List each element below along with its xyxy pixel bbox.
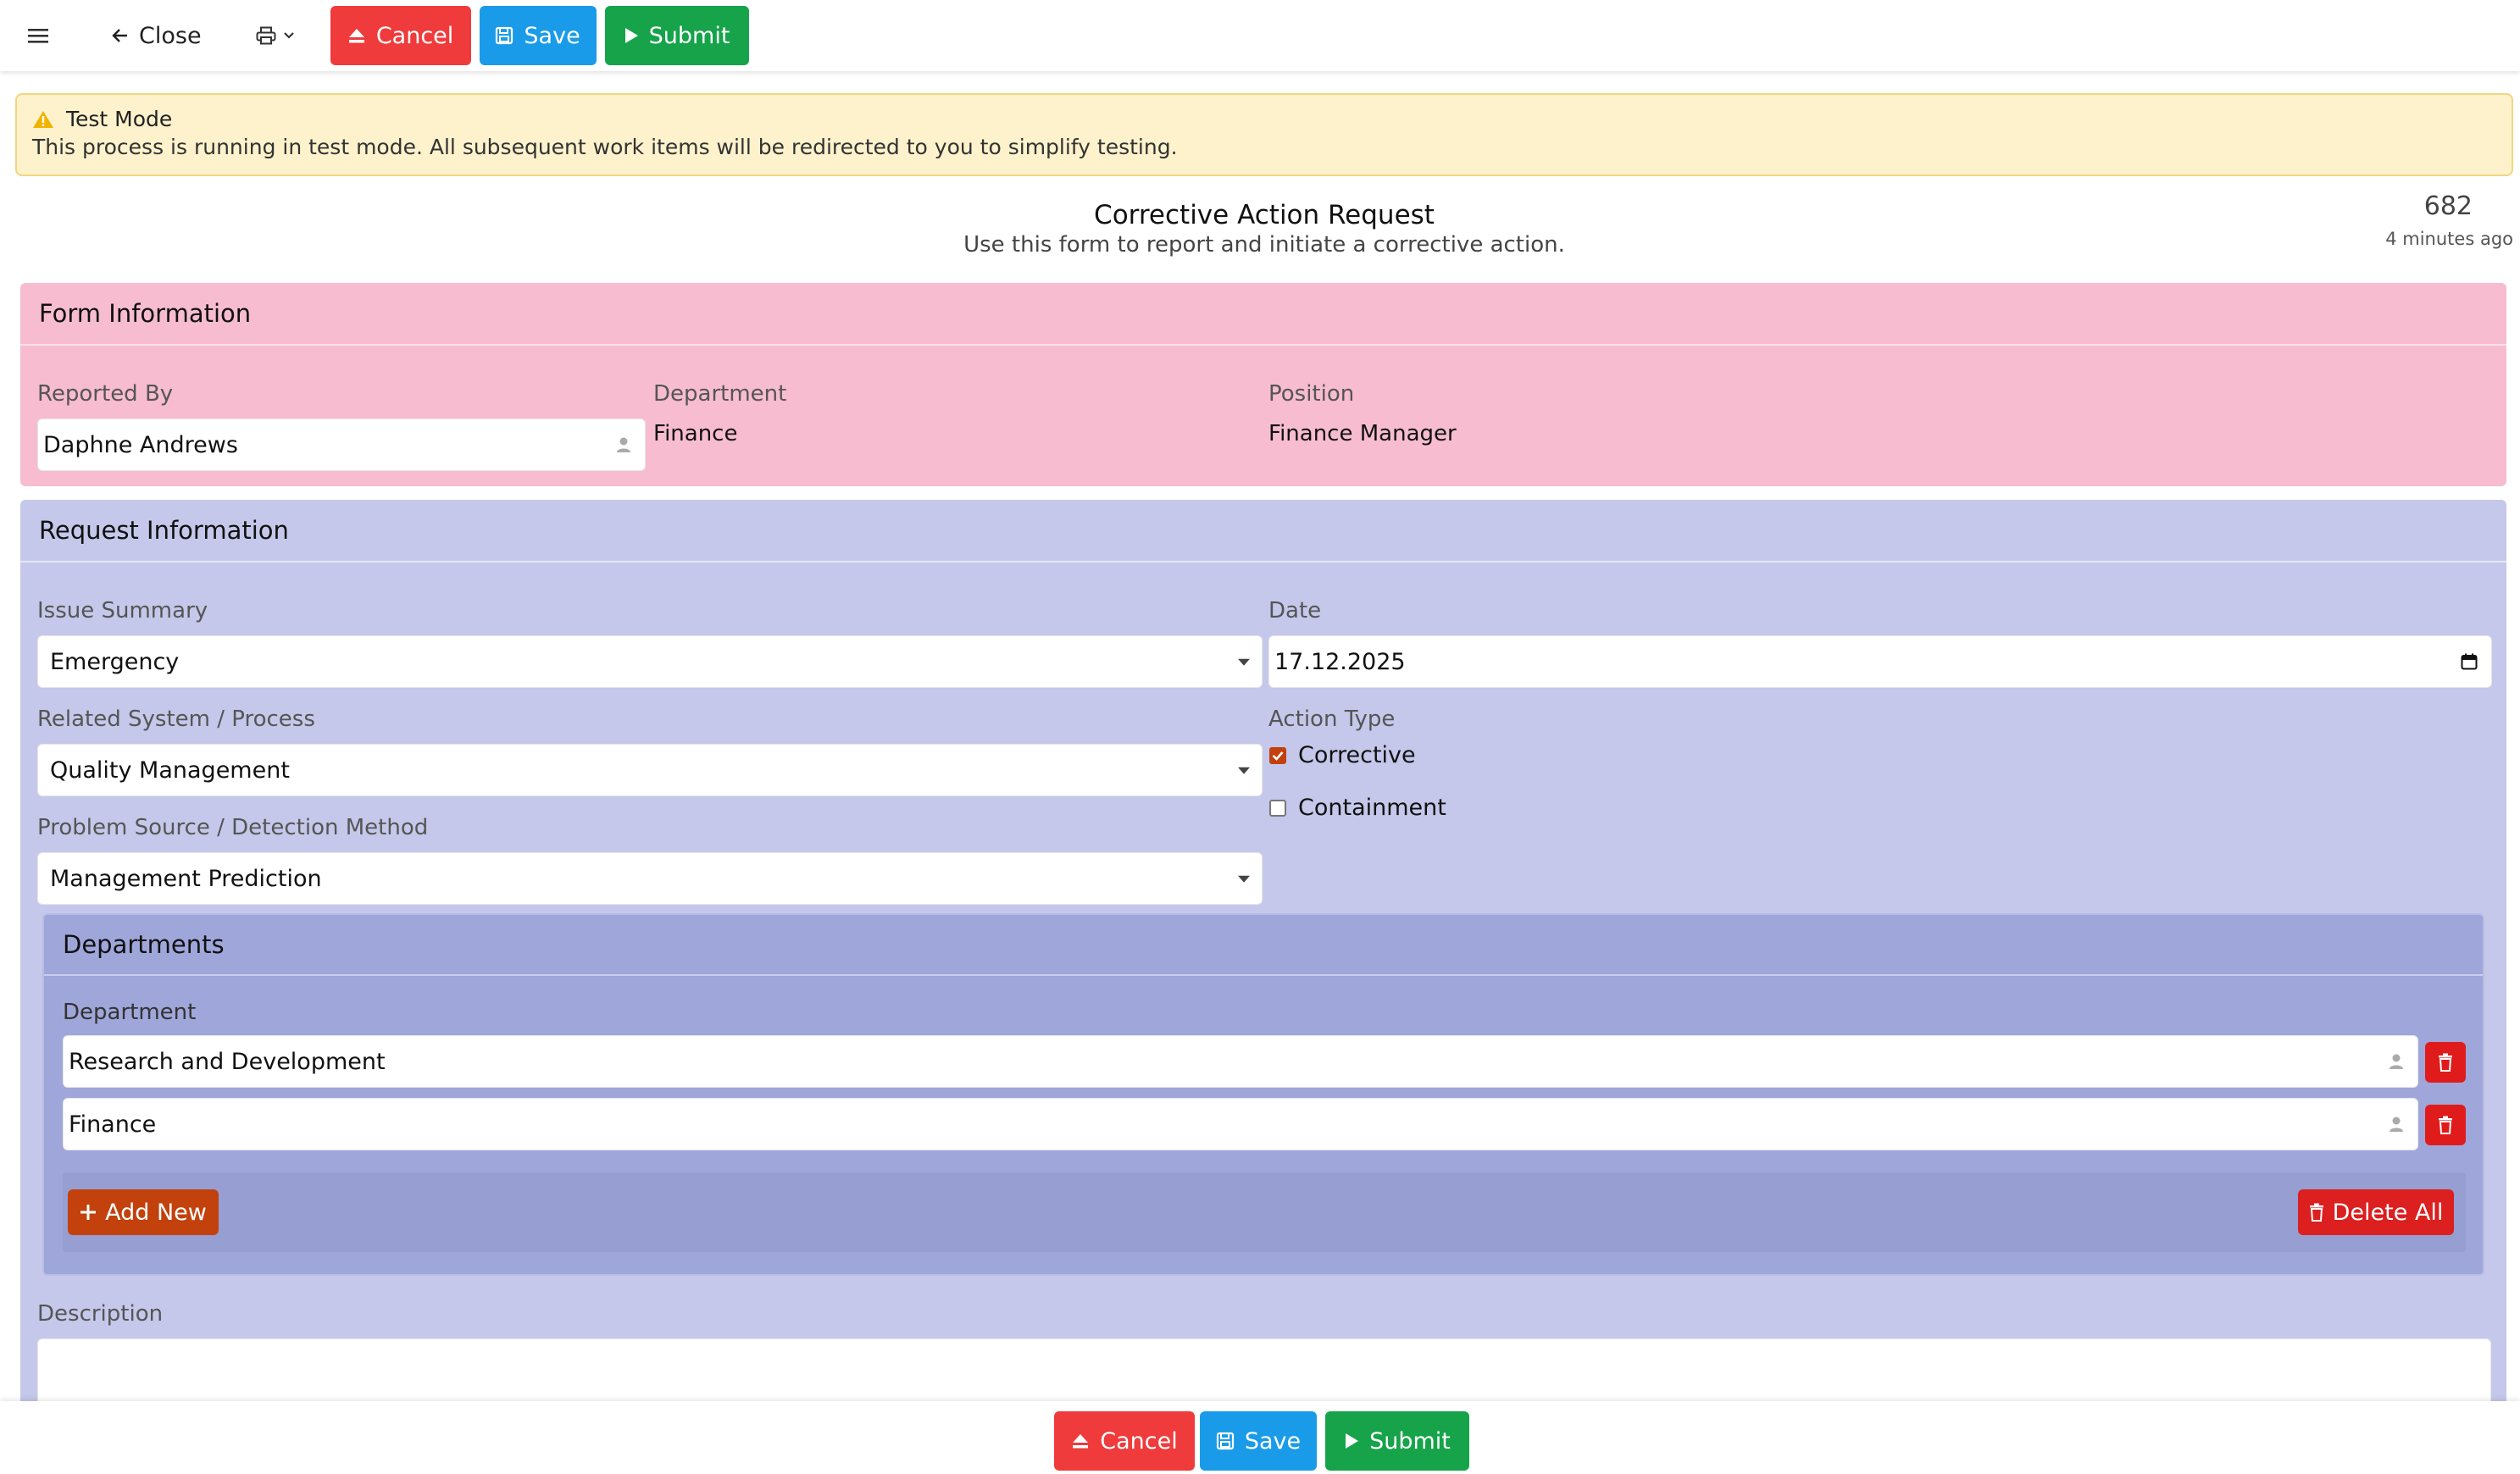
form-information-panel: Form Information Reported By Daphne Andr… xyxy=(20,283,2506,486)
save-label: Save xyxy=(524,22,580,49)
calendar-icon[interactable] xyxy=(2461,653,2478,670)
page-subtitle: Use this form to report and initiate a c… xyxy=(963,232,1565,258)
checkmark-icon xyxy=(1272,751,1284,761)
cancel-label: Cancel xyxy=(375,22,454,49)
floppy-disk-icon xyxy=(1216,1432,1234,1450)
plus-icon xyxy=(80,1205,97,1220)
issue-summary-select[interactable]: Emergency xyxy=(37,635,1263,688)
reported-by-field[interactable]: Daphne Andrews xyxy=(37,418,646,471)
submit-button[interactable]: Submit xyxy=(604,6,749,65)
delete-all-label: Delete All xyxy=(2332,1199,2444,1226)
save-button[interactable]: Save xyxy=(479,6,597,65)
request-information-panel: Request Information Issue Summary Emerge… xyxy=(20,500,2506,1449)
play-icon xyxy=(624,28,638,43)
bottom-submit-button[interactable]: Submit xyxy=(1325,1411,1469,1471)
reported-by-value: Daphne Andrews xyxy=(43,431,238,458)
action-type-label: Action Type xyxy=(1268,707,1396,732)
action-type-containment[interactable]: Containment xyxy=(1269,795,1446,821)
print-menu-button[interactable] xyxy=(241,6,310,65)
eject-icon xyxy=(348,29,364,43)
chevron-down-icon xyxy=(283,32,294,39)
arrow-left-icon xyxy=(112,29,127,42)
bottom-submit-label: Submit xyxy=(1369,1427,1451,1455)
hamburger-menu-icon[interactable] xyxy=(24,21,53,50)
add-new-button[interactable]: Add New xyxy=(68,1189,219,1235)
alert-text: This process is running in test mode. Al… xyxy=(32,135,1178,159)
user-icon xyxy=(2389,1053,2404,1070)
dropdown-caret-icon xyxy=(1238,767,1250,774)
containment-checkbox[interactable] xyxy=(1269,799,1286,817)
trash-icon xyxy=(2309,1203,2323,1222)
problem-source-value: Management Prediction xyxy=(50,865,322,892)
last-modified-time: 4 minutes ago xyxy=(2385,229,2513,249)
department-column-label: Department xyxy=(63,1000,197,1025)
page-title: Corrective Action Request xyxy=(1094,200,1435,230)
departments-footer: Add New Delete All xyxy=(63,1172,2466,1252)
delete-row-2-button[interactable] xyxy=(2425,1105,2466,1145)
description-label: Description xyxy=(37,1301,164,1327)
close-label: Close xyxy=(139,22,202,49)
related-system-value: Quality Management xyxy=(50,756,290,784)
eject-icon xyxy=(1073,1434,1089,1449)
date-label: Date xyxy=(1268,598,1322,623)
bottom-save-button[interactable]: Save xyxy=(1200,1411,1317,1471)
containment-label: Containment xyxy=(1298,795,1446,821)
department-value: Finance xyxy=(653,421,738,446)
user-icon xyxy=(2389,1116,2404,1133)
user-icon xyxy=(616,436,631,453)
reported-by-label: Reported By xyxy=(37,381,174,407)
department-row-2[interactable]: Finance xyxy=(63,1098,2418,1150)
trash-icon xyxy=(2439,1053,2452,1072)
departments-title: Departments xyxy=(44,915,2483,976)
department-label: Department xyxy=(653,381,787,407)
corrective-checkbox[interactable] xyxy=(1269,746,1286,764)
floppy-disk-icon xyxy=(496,26,513,45)
add-new-label: Add New xyxy=(105,1199,207,1226)
dropdown-caret-icon xyxy=(1238,875,1250,883)
departments-panel: Departments Department Research and Deve… xyxy=(42,913,2484,1276)
printer-icon xyxy=(256,26,276,45)
issue-summary-value: Emergency xyxy=(50,648,180,675)
problem-source-label: Problem Source / Detection Method xyxy=(37,815,429,840)
submit-label: Submit xyxy=(648,22,730,49)
department-row-1-value: Research and Development xyxy=(69,1048,386,1075)
request-id: 682 xyxy=(2423,191,2473,221)
related-system-label: Related System / Process xyxy=(37,707,315,732)
play-icon xyxy=(1346,1433,1359,1449)
issue-summary-label: Issue Summary xyxy=(37,598,208,623)
action-type-corrective[interactable]: Corrective xyxy=(1269,742,1416,768)
delete-row-1-button[interactable] xyxy=(2425,1042,2466,1083)
position-label: Position xyxy=(1268,381,1355,407)
date-field[interactable]: 17.12.2025 xyxy=(1268,635,2492,688)
problem-source-select[interactable]: Management Prediction xyxy=(37,852,1263,905)
dropdown-caret-icon xyxy=(1238,658,1250,666)
alert-title: Test Mode xyxy=(66,107,173,131)
test-mode-alert: Test Mode This process is running in tes… xyxy=(15,93,2513,176)
date-value: 17.12.2025 xyxy=(1274,648,1406,675)
request-information-title: Request Information xyxy=(20,500,2506,562)
form-information-title: Form Information xyxy=(20,283,2506,346)
position-value: Finance Manager xyxy=(1268,421,1457,446)
bottom-cancel-label: Cancel xyxy=(1100,1427,1178,1455)
close-button[interactable]: Close xyxy=(97,6,217,65)
corrective-label: Corrective xyxy=(1298,742,1416,768)
bottom-action-bar: Cancel Save Submit xyxy=(0,1401,2520,1474)
bottom-cancel-button[interactable]: Cancel xyxy=(1054,1411,1195,1471)
top-toolbar: Close Cancel Save Submit xyxy=(0,0,2520,71)
bottom-save-label: Save xyxy=(1244,1427,1302,1455)
related-system-select[interactable]: Quality Management xyxy=(37,744,1263,796)
cancel-button[interactable]: Cancel xyxy=(330,6,471,65)
trash-icon xyxy=(2439,1116,2452,1134)
department-row-2-value: Finance xyxy=(69,1111,157,1138)
department-row-1[interactable]: Research and Development xyxy=(63,1035,2418,1088)
warning-icon xyxy=(33,110,53,128)
delete-all-button[interactable]: Delete All xyxy=(2298,1189,2454,1235)
